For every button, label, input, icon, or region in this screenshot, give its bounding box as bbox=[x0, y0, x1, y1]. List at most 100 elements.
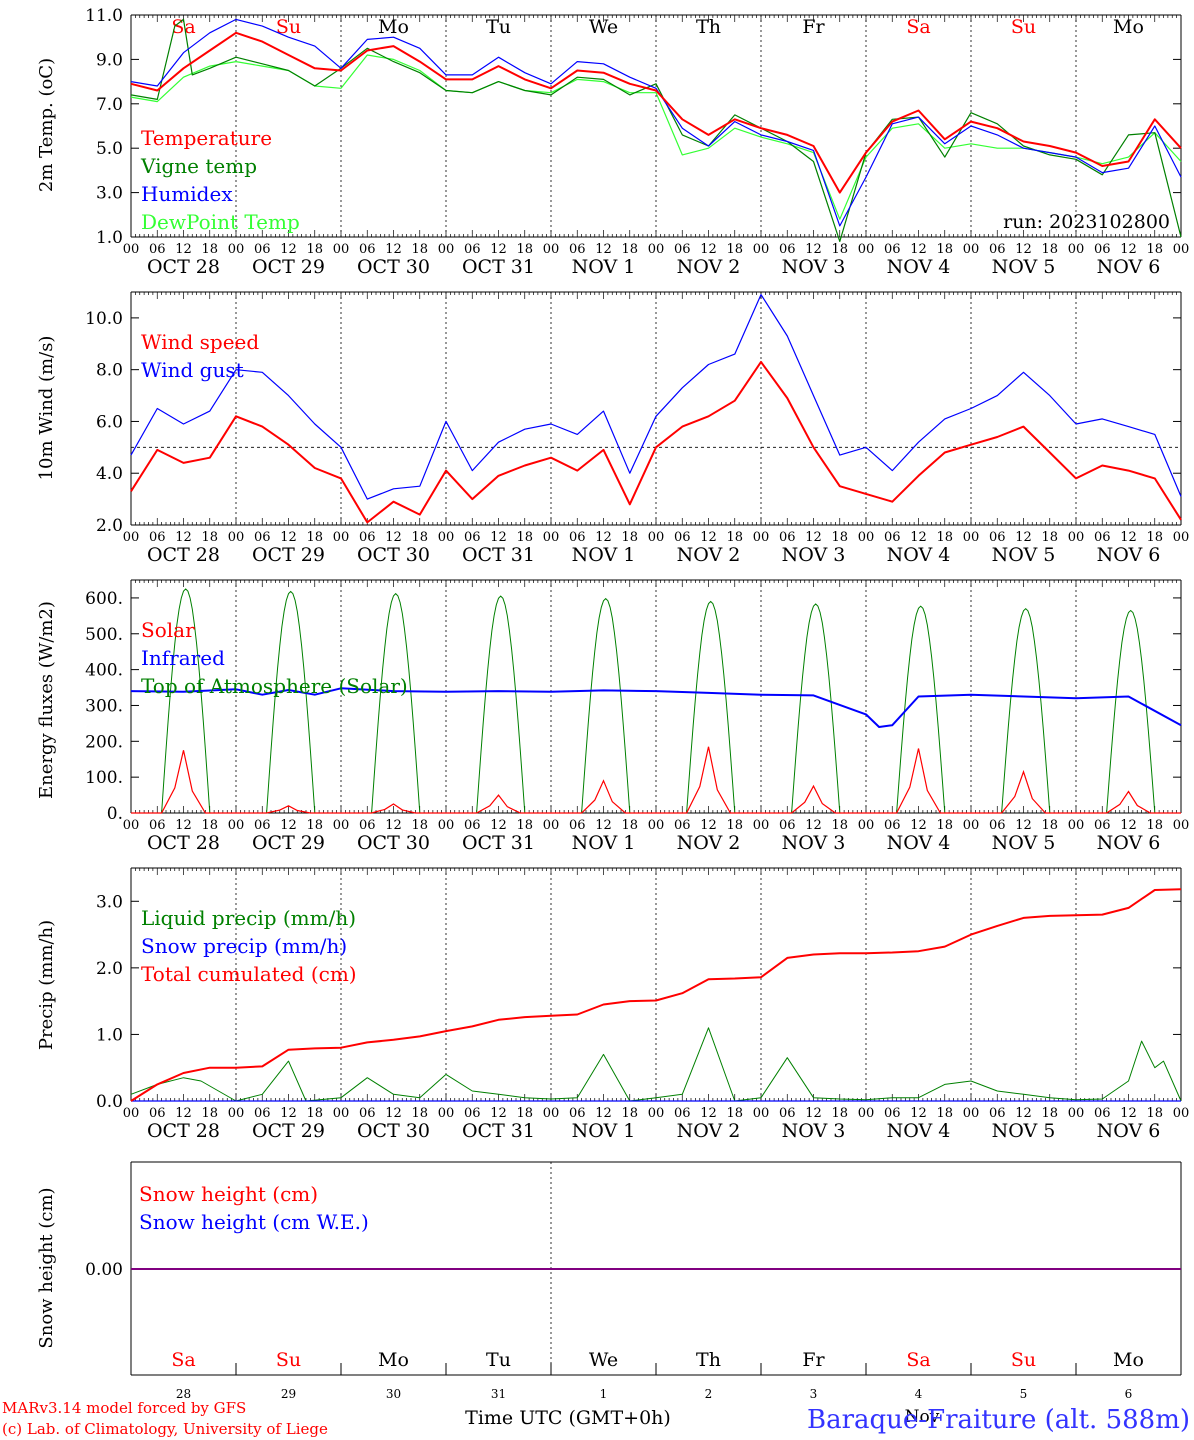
y-tick-label: 100. bbox=[85, 768, 123, 788]
legend-entry: Top of Atmosphere (Solar) bbox=[141, 674, 408, 698]
date-label: NOV 2 bbox=[677, 256, 741, 278]
day-label: Sa bbox=[171, 1349, 195, 1371]
hour-tick-label: 06 bbox=[884, 242, 901, 257]
hour-tick-label: 12 bbox=[490, 818, 507, 833]
y-tick-label: 1.0 bbox=[96, 228, 123, 248]
hour-tick-label: 18 bbox=[201, 818, 218, 833]
hour-tick-label: 12 bbox=[700, 1106, 717, 1121]
day-label: Mo bbox=[1113, 1349, 1144, 1371]
y-axis-label: 10m Wind (m/s) bbox=[36, 336, 57, 481]
date-label: NOV 4 bbox=[887, 1120, 951, 1142]
panel-2: 00 06 12 18 00 06 12 18 00 06 12 18 00 06 12 18 00 06 12 18… bbox=[36, 291, 1189, 566]
day-label: Mo bbox=[1113, 16, 1144, 38]
hour-tick-label: 00 bbox=[123, 1106, 140, 1121]
hour-tick-label: 18 bbox=[516, 242, 533, 257]
panel-3: 00 06 12 18 00 06 12 18 00 06 12 18 00 06 12 18 00 06 12 18… bbox=[36, 579, 1189, 854]
date-label: NOV 6 bbox=[1097, 1120, 1161, 1142]
hour-tick-label: 12 bbox=[385, 242, 402, 257]
hour-tick-label: 00 bbox=[123, 242, 140, 257]
day-number: 4 bbox=[915, 1387, 923, 1401]
hour-tick-label: 00 bbox=[228, 242, 245, 257]
y-axis-label: Snow height (cm) bbox=[36, 1187, 57, 1348]
date-label: NOV 5 bbox=[992, 256, 1056, 278]
hour-tick-label: 12 bbox=[490, 242, 507, 257]
y-tick-label: 200. bbox=[85, 732, 123, 752]
hour-tick-label: 06 bbox=[149, 1106, 166, 1121]
hour-tick-label: 06 bbox=[674, 242, 691, 257]
day-label: Sa bbox=[906, 16, 930, 38]
hour-tick-label: 18 bbox=[621, 242, 638, 257]
day-label: Sa bbox=[906, 1349, 930, 1371]
hour-tick-label: 00 bbox=[228, 818, 245, 833]
date-label: NOV 3 bbox=[782, 544, 846, 566]
y-tick-label: 400. bbox=[85, 661, 123, 681]
month-label: Nov bbox=[905, 1407, 940, 1427]
hour-tick-label: 12 bbox=[700, 818, 717, 833]
panel-4: 00 06 12 18 00 06 12 18 00 06 12 18 00 06 12 18 00 06 12 18… bbox=[36, 867, 1189, 1142]
hour-tick-label: 18 bbox=[306, 530, 323, 545]
day-label: Th bbox=[696, 16, 721, 38]
hour-tick-label: 18 bbox=[936, 818, 953, 833]
hour-tick-label: 18 bbox=[621, 1106, 638, 1121]
hour-tick-label: 12 bbox=[595, 1106, 612, 1121]
date-label: NOV 5 bbox=[992, 1120, 1056, 1142]
hour-tick-label: 00 bbox=[1068, 530, 1085, 545]
hour-tick-label: 18 bbox=[726, 818, 743, 833]
hour-tick-label: 18 bbox=[831, 242, 848, 257]
series-line bbox=[130, 294, 1182, 500]
hour-tick-label: 00 bbox=[963, 818, 980, 833]
hour-tick-label: 18 bbox=[1041, 242, 1058, 257]
day-number: 6 bbox=[1125, 1387, 1133, 1401]
y-tick-label: 5.0 bbox=[96, 139, 123, 159]
y-tick-label: 3.0 bbox=[96, 184, 123, 204]
hour-tick-label: 00 bbox=[963, 530, 980, 545]
day-label: Fr bbox=[802, 1349, 825, 1371]
hour-tick-label: 18 bbox=[831, 818, 848, 833]
series-line bbox=[130, 18, 1182, 242]
hour-tick-label: 06 bbox=[989, 1106, 1006, 1121]
hour-tick-label: 12 bbox=[1015, 530, 1032, 545]
date-label: NOV 5 bbox=[992, 832, 1056, 854]
hour-tick-label: 12 bbox=[805, 530, 822, 545]
hour-tick-label: 00 bbox=[753, 1106, 770, 1121]
hour-tick-label: 18 bbox=[306, 1106, 323, 1121]
day-number: 31 bbox=[491, 1387, 506, 1401]
hour-tick-label: 06 bbox=[464, 530, 481, 545]
hour-tick-label: 18 bbox=[411, 1106, 428, 1121]
hour-tick-label: 06 bbox=[779, 818, 796, 833]
day-number: 5 bbox=[1020, 1387, 1028, 1401]
y-tick-label: 10.0 bbox=[85, 309, 123, 329]
day-label: Su bbox=[1011, 1349, 1036, 1371]
day-label: Su bbox=[276, 16, 301, 38]
hour-tick-label: 12 bbox=[175, 1106, 192, 1121]
hour-tick-label: 00 bbox=[963, 242, 980, 257]
hour-tick-label: 12 bbox=[385, 1106, 402, 1121]
y-tick-label: 2.0 bbox=[96, 959, 123, 979]
hour-tick-label: 18 bbox=[726, 242, 743, 257]
hour-tick-label: 06 bbox=[464, 818, 481, 833]
date-label: NOV 4 bbox=[887, 544, 951, 566]
legend-entry: Liquid precip (mm/h) bbox=[141, 906, 356, 930]
hour-tick-label: 00 bbox=[648, 530, 665, 545]
hour-tick-label: 18 bbox=[1146, 530, 1163, 545]
hour-tick-label: 00 bbox=[858, 530, 875, 545]
date-label: NOV 1 bbox=[572, 832, 636, 854]
y-tick-label: 4.0 bbox=[96, 464, 123, 484]
date-label: OCT 30 bbox=[357, 832, 430, 854]
date-label: NOV 6 bbox=[1097, 544, 1161, 566]
hour-tick-label: 06 bbox=[569, 530, 586, 545]
hour-tick-label: 18 bbox=[621, 818, 638, 833]
hour-tick-label: 06 bbox=[1094, 242, 1111, 257]
legend-entry: Infrared bbox=[141, 646, 225, 670]
series-line bbox=[130, 360, 1182, 524]
day-label: Tu bbox=[486, 16, 511, 38]
hour-tick-label: 06 bbox=[359, 242, 376, 257]
hour-tick-label: 18 bbox=[411, 530, 428, 545]
panel-1: 00 06 12 18 00 06 12 18 00 06 12 18 00 06 12 18 00 06 12 18… bbox=[36, 6, 1189, 278]
hour-tick-label: 06 bbox=[779, 530, 796, 545]
date-label: NOV 1 bbox=[572, 1120, 636, 1142]
series-line bbox=[130, 54, 1182, 220]
hour-tick-label: 00 bbox=[333, 1106, 350, 1121]
hour-tick-label: 06 bbox=[149, 530, 166, 545]
hour-tick-label: 12 bbox=[175, 242, 192, 257]
